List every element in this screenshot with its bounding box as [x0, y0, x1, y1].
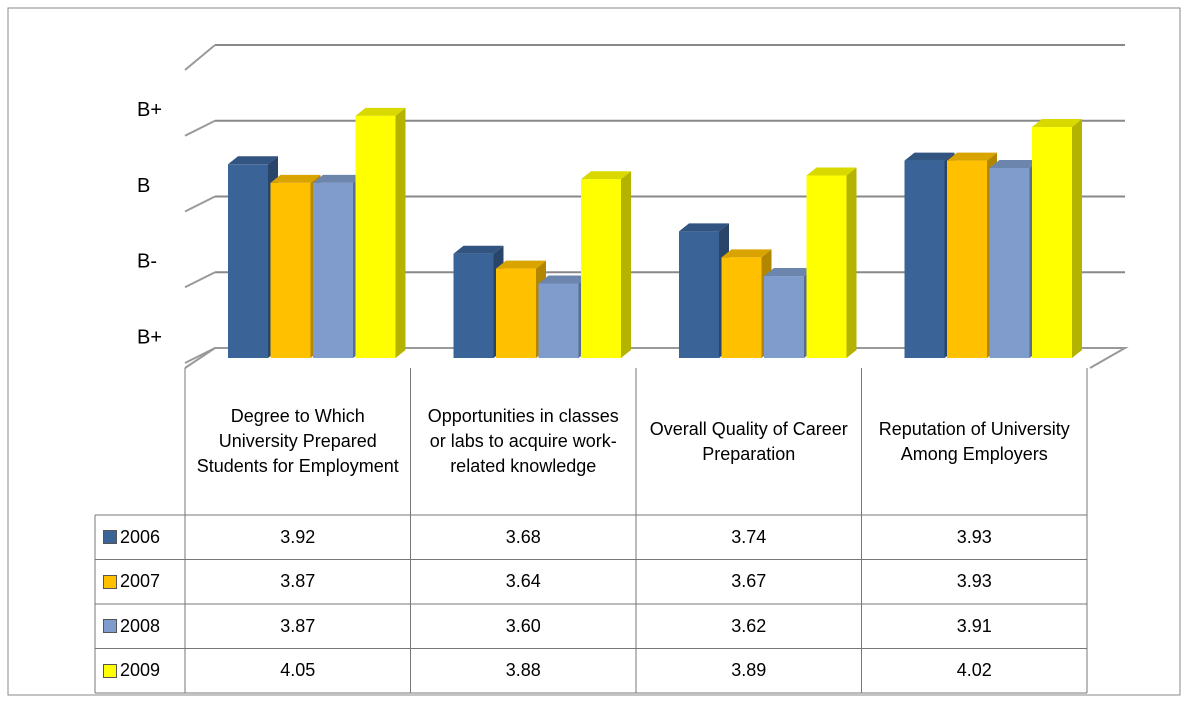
bar-top: [721, 249, 772, 258]
table-value: 3.93: [956, 526, 992, 547]
y-tick-label: B-: [137, 251, 157, 273]
table-value: 3.60: [505, 615, 541, 636]
legend-entry: 2008: [95, 604, 185, 649]
wall-tick: [184, 195, 216, 213]
legend-entry: 2009: [95, 649, 185, 694]
table-value: 3.91: [956, 615, 992, 636]
bar: [355, 115, 396, 358]
bar: [313, 182, 353, 358]
bar: [453, 253, 494, 358]
bar-side: [395, 107, 406, 358]
wall-tick: [184, 119, 216, 137]
frame: [7, 7, 1181, 696]
legend-label: 2007: [120, 571, 161, 592]
bar-top: [764, 268, 814, 277]
bar: [538, 283, 579, 358]
bar: [989, 168, 1030, 358]
table-value: 3.67: [731, 571, 767, 592]
category-label: Opportunities in classes or labs to acqu…: [427, 406, 619, 476]
bar: [904, 160, 945, 358]
bar-top: [270, 174, 321, 183]
y-tick-label: B: [137, 175, 150, 197]
category-label: Reputation of University Among Employers: [878, 418, 1070, 464]
legend-label: 2008: [120, 615, 161, 636]
table-value: 3.87: [280, 615, 316, 636]
bar: [581, 179, 621, 358]
bar-top: [313, 174, 363, 183]
legend-swatch: [103, 663, 117, 678]
bar: [679, 231, 719, 358]
bar-top: [581, 171, 631, 180]
table-value: 3.88: [505, 660, 541, 681]
table-value: 3.92: [280, 526, 316, 547]
legend-swatch: [103, 530, 117, 545]
bar-top: [904, 152, 955, 161]
legend-label: 2006: [120, 526, 161, 547]
table-value: 3.93: [956, 571, 992, 592]
floor: [184, 347, 1129, 369]
bar-top: [538, 275, 589, 284]
bar-top: [989, 160, 1040, 169]
bar-top: [1032, 119, 1082, 128]
table-value: 3.68: [505, 526, 541, 547]
table-value: 4.02: [956, 660, 992, 681]
legend-swatch: [103, 619, 117, 634]
legend-entry: 2007: [95, 560, 185, 605]
table-value: 3.74: [731, 526, 767, 547]
category-label: Overall Quality of Career Preparation: [649, 418, 848, 464]
bar-top: [806, 167, 857, 176]
legend-label: 2009: [120, 660, 161, 681]
bar-top: [228, 156, 278, 165]
bar: [496, 268, 536, 358]
bar: [1032, 127, 1072, 358]
table-value: 3.89: [731, 660, 767, 681]
bar: [270, 182, 311, 358]
wall-tick: [184, 44, 216, 71]
bar-side: [846, 167, 857, 358]
bar-side: [621, 171, 631, 358]
legend-swatch: [103, 574, 117, 589]
table-value: 4.05: [280, 660, 316, 681]
bar-side: [1072, 119, 1082, 358]
bar-top: [355, 107, 406, 116]
bar: [806, 175, 847, 358]
wall-tick: [184, 271, 216, 289]
bar-top: [453, 245, 504, 254]
bar: [228, 164, 268, 358]
bar-top: [947, 152, 997, 161]
y-tick-label: B+: [137, 326, 162, 348]
table-value: 3.87: [280, 571, 316, 592]
table-value: 3.62: [731, 615, 767, 636]
legend-entry: 2006: [95, 515, 185, 560]
bar: [947, 160, 987, 358]
y-tick-label: B+: [137, 99, 162, 121]
bar-top: [496, 260, 546, 269]
bar: [764, 276, 804, 358]
category-label: Degree to Which University Prepared Stud…: [196, 406, 399, 476]
bar-top: [679, 223, 729, 232]
bar: [721, 257, 762, 358]
table-value: 3.64: [505, 571, 541, 592]
